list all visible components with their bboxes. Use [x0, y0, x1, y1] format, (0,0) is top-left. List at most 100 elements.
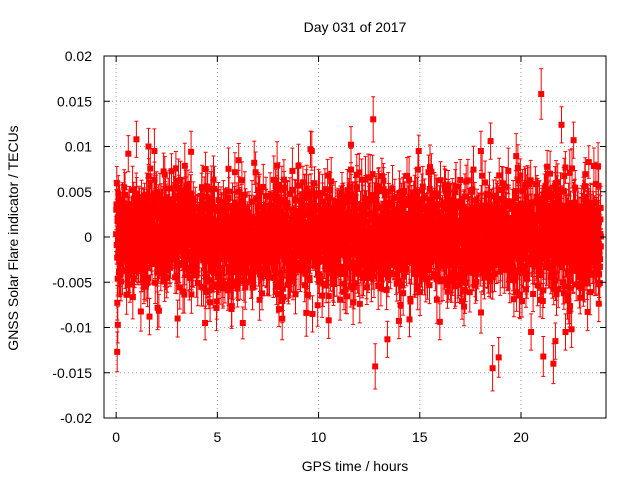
- data-point: [477, 218, 484, 225]
- data-point: [481, 261, 488, 268]
- x-axis-title: GPS time / hours: [302, 458, 409, 474]
- data-point: [277, 270, 284, 277]
- data-point: [546, 238, 553, 245]
- data-point: [508, 246, 515, 253]
- data-point: [523, 286, 529, 293]
- data-point: [511, 242, 518, 249]
- data-point: [517, 255, 524, 261]
- data-point: [220, 199, 227, 205]
- data-point: [299, 179, 306, 186]
- data-point: [348, 191, 355, 198]
- data-point: [115, 237, 121, 244]
- data-point: [441, 247, 447, 253]
- data-point: [450, 257, 457, 263]
- data-point: [325, 293, 332, 300]
- data-point: [555, 286, 562, 293]
- data-point: [436, 261, 443, 268]
- y-tick-label: 0.02: [65, 48, 92, 64]
- data-point: [459, 274, 466, 281]
- data-point: [230, 253, 237, 259]
- data-point: [471, 216, 478, 223]
- data-point: [363, 219, 369, 226]
- data-point: [382, 245, 389, 252]
- data-point: [585, 260, 592, 267]
- data-point: [267, 192, 274, 199]
- data-point: [434, 217, 441, 224]
- data-point: [561, 233, 568, 239]
- data-point: [224, 215, 231, 222]
- data-point: [445, 194, 451, 201]
- data-point: [523, 193, 530, 200]
- data-point: [398, 197, 405, 204]
- data-point: [295, 182, 302, 189]
- data-point: [291, 254, 297, 261]
- data-point: [313, 252, 319, 259]
- data-point: [386, 214, 393, 221]
- data-point: [484, 248, 491, 255]
- data-point: [423, 210, 430, 217]
- data-point: [361, 210, 368, 217]
- data-point: [114, 299, 121, 306]
- data-point: [134, 236, 141, 243]
- data-point: [369, 192, 376, 199]
- data-point: [492, 215, 499, 222]
- data-point: [304, 250, 311, 257]
- data-point: [323, 282, 330, 289]
- data-point: [582, 264, 589, 271]
- data-point: [514, 234, 521, 241]
- data-point: [202, 166, 209, 172]
- data-point: [251, 159, 258, 166]
- data-point: [121, 184, 128, 191]
- data-point: [158, 229, 165, 236]
- data-point: [124, 231, 131, 238]
- data-point: [451, 200, 458, 207]
- data-point: [171, 244, 178, 251]
- data-point: [284, 249, 291, 256]
- data-point: [351, 262, 358, 269]
- data-point: [314, 262, 321, 269]
- data-point: [136, 246, 143, 252]
- data-point: [141, 273, 148, 280]
- data-point: [385, 199, 392, 206]
- data-point: [276, 239, 283, 246]
- data-point: [337, 271, 344, 277]
- data-point: [189, 261, 196, 268]
- data-point: [504, 226, 511, 232]
- data-point: [399, 225, 406, 231]
- data-point: [331, 231, 337, 238]
- data-point: [303, 309, 310, 316]
- data-point: [302, 254, 309, 261]
- data-point: [133, 190, 140, 197]
- data-point: [495, 204, 502, 211]
- data-point: [114, 203, 120, 210]
- data-point: [270, 208, 277, 215]
- data-point: [384, 336, 391, 343]
- data-point: [512, 208, 519, 215]
- data-point: [423, 239, 430, 246]
- data-point: [556, 240, 563, 247]
- data-point: [274, 291, 281, 298]
- data-point: [375, 183, 382, 190]
- data-point: [310, 226, 317, 232]
- data-point: [595, 182, 602, 189]
- data-point: [545, 191, 552, 198]
- data-point: [536, 202, 542, 209]
- data-point: [256, 189, 263, 195]
- data-point: [418, 260, 425, 267]
- data-point: [177, 176, 184, 183]
- data-point: [137, 308, 144, 315]
- data-point: [464, 245, 471, 252]
- data-point: [279, 285, 286, 292]
- data-point: [149, 260, 155, 267]
- data-point: [460, 243, 467, 250]
- data-point: [593, 267, 600, 273]
- data-point: [574, 207, 581, 214]
- data-point: [317, 216, 324, 223]
- data-point: [194, 279, 201, 286]
- data-point: [305, 237, 312, 244]
- data-point: [315, 258, 322, 265]
- data-point: [554, 179, 561, 186]
- data-point: [290, 241, 297, 248]
- data-point: [292, 291, 299, 298]
- data-point: [543, 233, 550, 240]
